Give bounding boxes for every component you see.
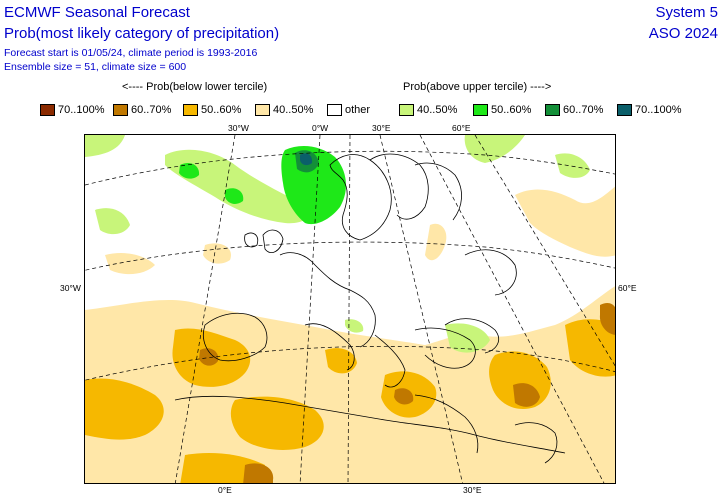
forecast-info: Forecast start is 01/05/24, climate peri… [4, 47, 258, 59]
legend-item: 70..100% [40, 102, 104, 118]
chart-title: ECMWF Seasonal Forecast [4, 4, 190, 21]
below-60-70-region [199, 303, 615, 483]
legend-item: 50..60% [183, 102, 241, 118]
lon-tick-top: 60°E [452, 123, 471, 133]
legend-label: 70..100% [635, 104, 682, 116]
legend-item: 50..60% [473, 102, 531, 118]
legend-swatch [327, 104, 342, 116]
lon-tick-left: 30°W [60, 283, 81, 293]
legend-item: 40..50% [399, 102, 457, 118]
legend-item: 70..100% [617, 102, 681, 118]
legend-item: 40..50% [255, 102, 313, 118]
legend-above-heading: Prob(above upper tercile) ----> [403, 81, 552, 93]
legend-item: 60..70% [545, 102, 603, 118]
legend-label: 60..70% [131, 104, 172, 116]
above-40-50-region [85, 135, 590, 353]
legend-label: 50..60% [491, 104, 532, 116]
legend-label: 50..60% [201, 104, 242, 116]
below-40-50-region [85, 186, 615, 483]
graticule [85, 135, 615, 483]
legend-item: 60..70% [113, 102, 171, 118]
legend-label: 40..50% [417, 104, 458, 116]
lon-tick-bottom: 0°E [218, 485, 232, 495]
legend-swatch [255, 104, 270, 116]
legend-label: 60..70% [563, 104, 604, 116]
legend-label: 70..100% [58, 104, 105, 116]
above-70-100-region [300, 153, 313, 166]
below-50-60-region [85, 319, 615, 483]
legend-swatch [399, 104, 414, 116]
lon-tick-right: 60°E [618, 283, 637, 293]
ensemble-info: Ensemble size = 51, climate size = 600 [4, 61, 187, 73]
lon-tick-top: 0°W [312, 123, 329, 133]
legend-swatch [113, 104, 128, 116]
period-label: ASO 2024 [648, 25, 718, 42]
legend-swatch [183, 104, 198, 116]
legend-swatch [617, 104, 632, 116]
lon-tick-top: 30°W [228, 123, 249, 133]
legend-below-heading: <---- Prob(below lower tercile) [122, 81, 268, 93]
legend-swatch [545, 104, 560, 116]
system-label: System 5 [655, 4, 718, 21]
legend-label: 40..50% [273, 104, 314, 116]
legend-swatch [40, 104, 55, 116]
chart-subtitle: Prob(most likely category of precipitati… [4, 25, 280, 42]
legend-label: other [345, 104, 371, 116]
lon-tick-bottom: 30°E [463, 485, 482, 495]
forecast-map [84, 134, 616, 484]
legend-swatch [473, 104, 488, 116]
legend-item: other [327, 102, 370, 118]
coastlines [174, 153, 566, 464]
lon-tick-top: 30°E [372, 123, 391, 133]
